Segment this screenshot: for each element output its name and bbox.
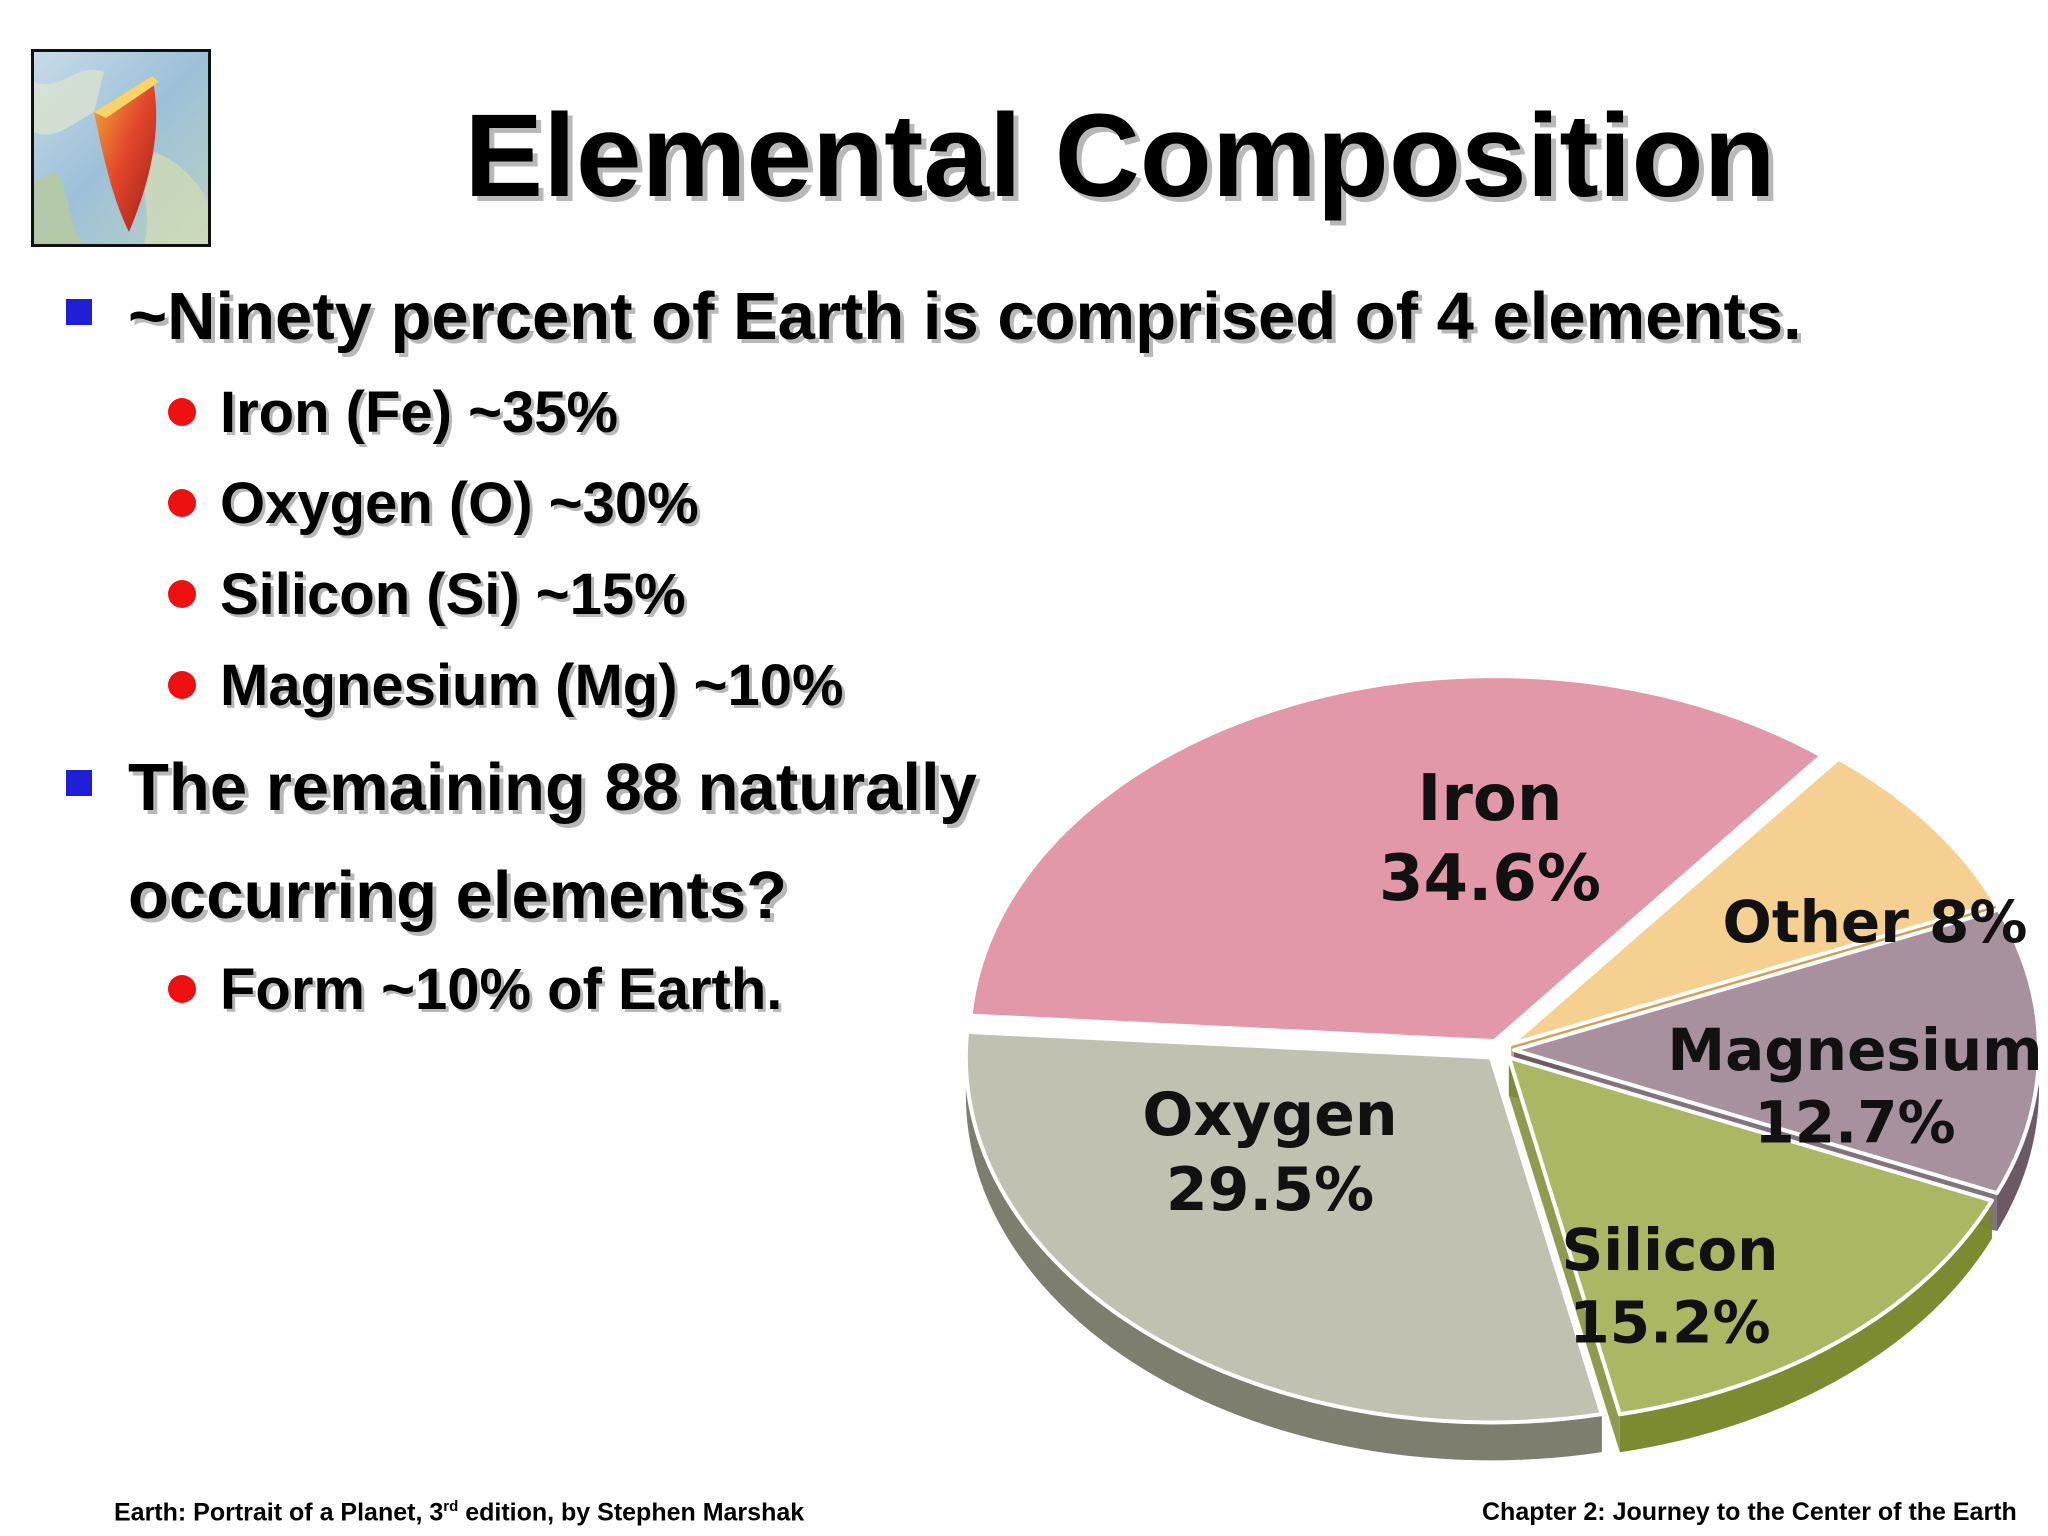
pie-label-value-magnesium: 12.7% (1754, 1089, 1955, 1157)
pie-label-value-silicon: 15.2% (1569, 1289, 1770, 1357)
dot-bullet-icon (168, 671, 196, 699)
bullet-text: ~Ninety percent of Earth is comprised of… (128, 279, 1802, 354)
pie-label-value-iron: 34.6% (1379, 842, 1601, 916)
pie-label-value-oxygen: 29.5% (1166, 1155, 1374, 1225)
pie-label-name-silicon: Silicon (1562, 1216, 1779, 1284)
pie-cut-silicon-1 (1508, 1057, 1620, 1453)
pie-slice-iron (968, 674, 1824, 1044)
footer-left: Earth: Portrait of a Planet, 3rd edition… (114, 1498, 804, 1527)
sub-bullet-text: Form ~10% of Earth. (220, 957, 783, 1022)
dot-bullet-icon (168, 398, 196, 426)
footer-left-sup: rd (443, 1498, 459, 1515)
sub-bullet-form: Form ~10% of Earth. (168, 955, 782, 1025)
bullet-text-line2: occurring elements? (128, 858, 788, 933)
sub-bullet-oxygen: Oxygen (O) ~30% (168, 469, 699, 539)
pie-label-name-iron: Iron (1418, 762, 1563, 836)
bullet-text-line1: The remaining 88 naturally (128, 750, 977, 825)
slide-title: Elemental Composition (464, 90, 1776, 222)
footer-left-prefix: Earth: Portrait of a Planet, 3 (114, 1498, 444, 1527)
footer-left-suffix: edition, by Stephen Marshak (458, 1498, 805, 1527)
pie-label-name-other: Other 8% (1723, 888, 2028, 956)
pie-slice-other (1509, 756, 1998, 1047)
book-cover-thumbnail (31, 49, 211, 247)
sub-bullet-text: Silicon (Si) ~15% (220, 562, 686, 627)
square-bullet-icon (66, 299, 92, 325)
bullet-main-1: ~Ninety percent of Earth is comprised of… (66, 277, 1802, 357)
pie-wall-magnesium (1996, 1046, 2039, 1232)
sub-bullet-text: Oxygen (O) ~30% (220, 471, 699, 536)
footer-right: Chapter 2: Journey to the Center of the … (1482, 1498, 2017, 1526)
sub-bullet-iron: Iron (Fe) ~35% (168, 378, 618, 448)
pie-wall-silicon (1619, 1200, 1992, 1453)
dot-bullet-icon (168, 975, 196, 1003)
dot-bullet-icon (168, 580, 196, 608)
bullet-text-block: The remaining 88 naturally occurring ele… (128, 748, 977, 936)
composition-pie-chart: Iron 34.6% Other 8% Magnesium 12.7% Silicon 15… (960, 660, 2043, 1475)
pie-slice-silicon (1506, 1055, 1994, 1417)
sub-bullet-magnesium: Magnesium (Mg) ~10% (168, 651, 844, 721)
bullet-main-2: The remaining 88 naturally occurring ele… (66, 748, 977, 936)
sub-bullet-text: Iron (Fe) ~35% (220, 380, 619, 445)
pie-label-name-magnesium: Magnesium (1667, 1016, 2040, 1084)
pie-slice-oxygen (963, 1029, 1604, 1425)
dot-bullet-icon (168, 489, 196, 517)
square-bullet-icon (66, 770, 92, 796)
sub-bullet-text: Magnesium (Mg) ~10% (220, 653, 844, 718)
pie-slice-magnesium (1512, 907, 2041, 1196)
pie-label-name-oxygen: Oxygen (1142, 1080, 1397, 1150)
sub-bullet-silicon: Silicon (Si) ~15% (168, 560, 686, 630)
